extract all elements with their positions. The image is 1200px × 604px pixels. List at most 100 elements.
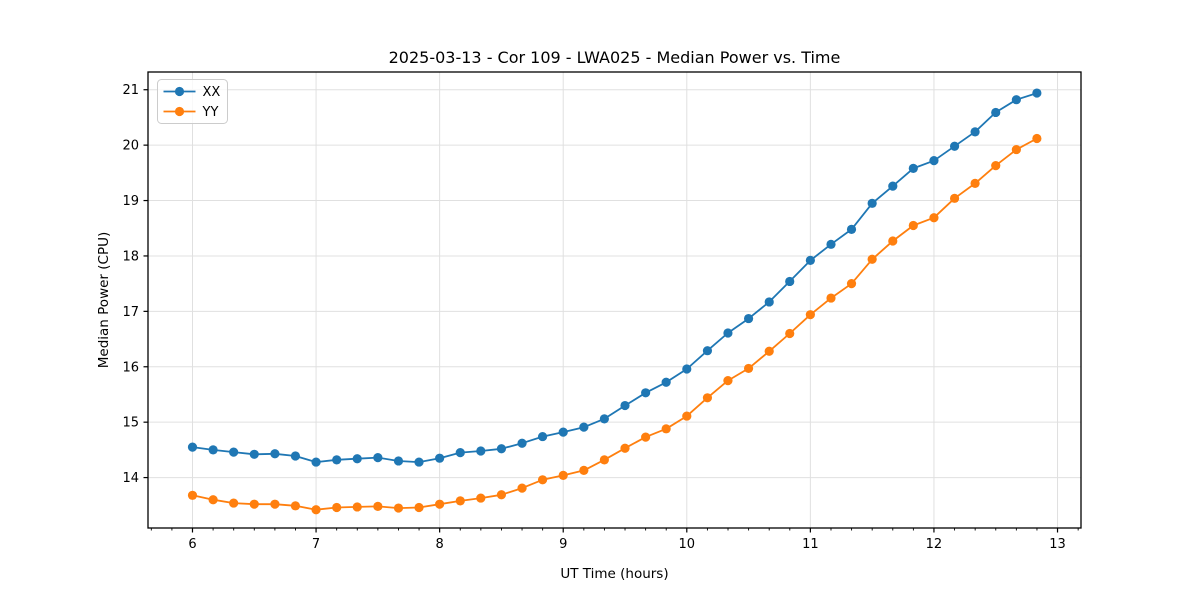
- series-marker-yy: [785, 328, 795, 339]
- plot-border: [147, 71, 1082, 529]
- tick-layer: 6 7 8 9 10 11 12 13 14 15 16 17 18 19 20 21: [122, 83, 1079, 552]
- series-marker-yy: [929, 213, 939, 223]
- series-marker-xx: [558, 427, 568, 437]
- series-marker-yy: [476, 493, 486, 503]
- y-tick-label: 21: [122, 83, 139, 98]
- series-marker-xx: [208, 445, 218, 455]
- series-marker-xx: [373, 453, 383, 463]
- series-marker-xx: [270, 449, 280, 459]
- legend-box: [157, 79, 228, 124]
- series-marker-yy: [496, 490, 507, 500]
- series-marker-xx: [888, 181, 898, 191]
- series-marker-xx: [352, 454, 362, 464]
- series-marker-xx: [805, 255, 815, 265]
- series-marker-yy: [249, 499, 259, 509]
- series-marker-yy: [1011, 144, 1021, 155]
- series-marker-yy: [620, 443, 630, 453]
- x-tick-label: 10: [679, 537, 696, 552]
- y-tick-label: 14: [122, 471, 139, 486]
- series-marker-xx: [785, 276, 795, 287]
- series-marker-yy: [661, 424, 671, 434]
- series-marker-yy: [332, 502, 342, 513]
- series-marker-yy: [393, 503, 404, 513]
- y-tick-label: 20: [122, 139, 139, 154]
- series-marker-yy: [743, 363, 754, 374]
- legend: XX YY: [157, 79, 228, 124]
- series-marker-xx: [229, 447, 239, 457]
- series-line-xx: [192, 92, 1038, 464]
- series-marker-xx: [991, 107, 1001, 118]
- series-marker-yy: [208, 495, 218, 505]
- series-marker-xx: [290, 451, 301, 461]
- series-marker-xx: [537, 431, 548, 442]
- series-marker-yy: [435, 499, 445, 509]
- series-marker-yy: [229, 498, 239, 508]
- series-marker-xx: [661, 377, 671, 387]
- x-tick-label: 8: [435, 537, 443, 552]
- series-marker-xx: [187, 442, 198, 452]
- x-axis-label: UT Time (hours): [560, 566, 668, 582]
- series-marker-yy: [949, 193, 960, 203]
- series-marker-xx: [620, 400, 630, 411]
- series-marker-xx: [414, 457, 424, 467]
- series-marker-yy: [558, 470, 568, 480]
- series-marker-xx: [641, 388, 651, 398]
- legend-label: YY: [202, 105, 219, 120]
- series-marker-yy: [311, 505, 321, 515]
- y-tick-label: 15: [122, 416, 139, 431]
- series-marker-xx: [332, 455, 342, 465]
- series-marker-xx: [846, 224, 857, 234]
- series-marker-yy: [579, 465, 589, 475]
- series-marker-xx: [743, 313, 754, 324]
- series-marker-yy: [702, 393, 713, 403]
- series-marker-yy: [537, 475, 548, 485]
- grid-layer: [148, 72, 1081, 528]
- series-marker-xx: [517, 438, 527, 448]
- series-marker-xx: [435, 453, 445, 463]
- series-marker-xx: [908, 163, 918, 174]
- y-tick-label: 17: [122, 305, 139, 320]
- x-tick-label: 13: [1049, 537, 1066, 552]
- series-marker-yy: [641, 432, 651, 442]
- series-marker-yy: [970, 178, 980, 188]
- x-tick-label: 11: [802, 537, 819, 552]
- series-marker-yy: [414, 502, 424, 513]
- series-marker-yy: [1032, 133, 1042, 144]
- series-marker-yy: [599, 455, 609, 465]
- series-marker-yy: [764, 346, 774, 356]
- series-marker-yy: [270, 499, 280, 509]
- series-marker-xx: [249, 449, 259, 459]
- y-tick-label: 16: [122, 360, 139, 375]
- series-marker-xx: [682, 364, 692, 374]
- series-layer: [187, 88, 1042, 515]
- series-marker-yy: [290, 501, 301, 511]
- series-marker-yy: [373, 501, 383, 511]
- series-marker-xx: [867, 198, 877, 208]
- series-marker-yy: [723, 376, 733, 386]
- legend-marker-sample: [174, 86, 185, 97]
- series-marker-xx: [393, 456, 404, 466]
- x-tick-label: 6: [188, 537, 196, 552]
- y-tick-label: 18: [122, 249, 139, 264]
- series-marker-yy: [805, 310, 815, 320]
- series-marker-xx: [764, 297, 774, 307]
- series-marker-yy: [826, 293, 836, 303]
- series-marker-xx: [826, 239, 836, 249]
- series-marker-yy: [352, 502, 362, 512]
- x-tick-label: 12: [926, 537, 943, 552]
- series-marker-xx: [970, 127, 980, 137]
- y-axis-label: Median Power (CPU): [96, 232, 112, 368]
- chart-title: 2025-03-13 - Cor 109 - LWA025 - Median P…: [389, 48, 841, 67]
- series-marker-xx: [1032, 88, 1042, 98]
- series-marker-xx: [455, 448, 465, 458]
- series-marker-xx: [599, 414, 609, 424]
- series-marker-xx: [1011, 95, 1021, 105]
- series-marker-yy: [908, 220, 918, 231]
- series-marker-yy: [682, 411, 692, 421]
- series-marker-xx: [496, 444, 507, 454]
- series-marker-xx: [476, 446, 486, 456]
- legend-label: XX: [203, 85, 221, 100]
- series-marker-xx: [702, 346, 713, 356]
